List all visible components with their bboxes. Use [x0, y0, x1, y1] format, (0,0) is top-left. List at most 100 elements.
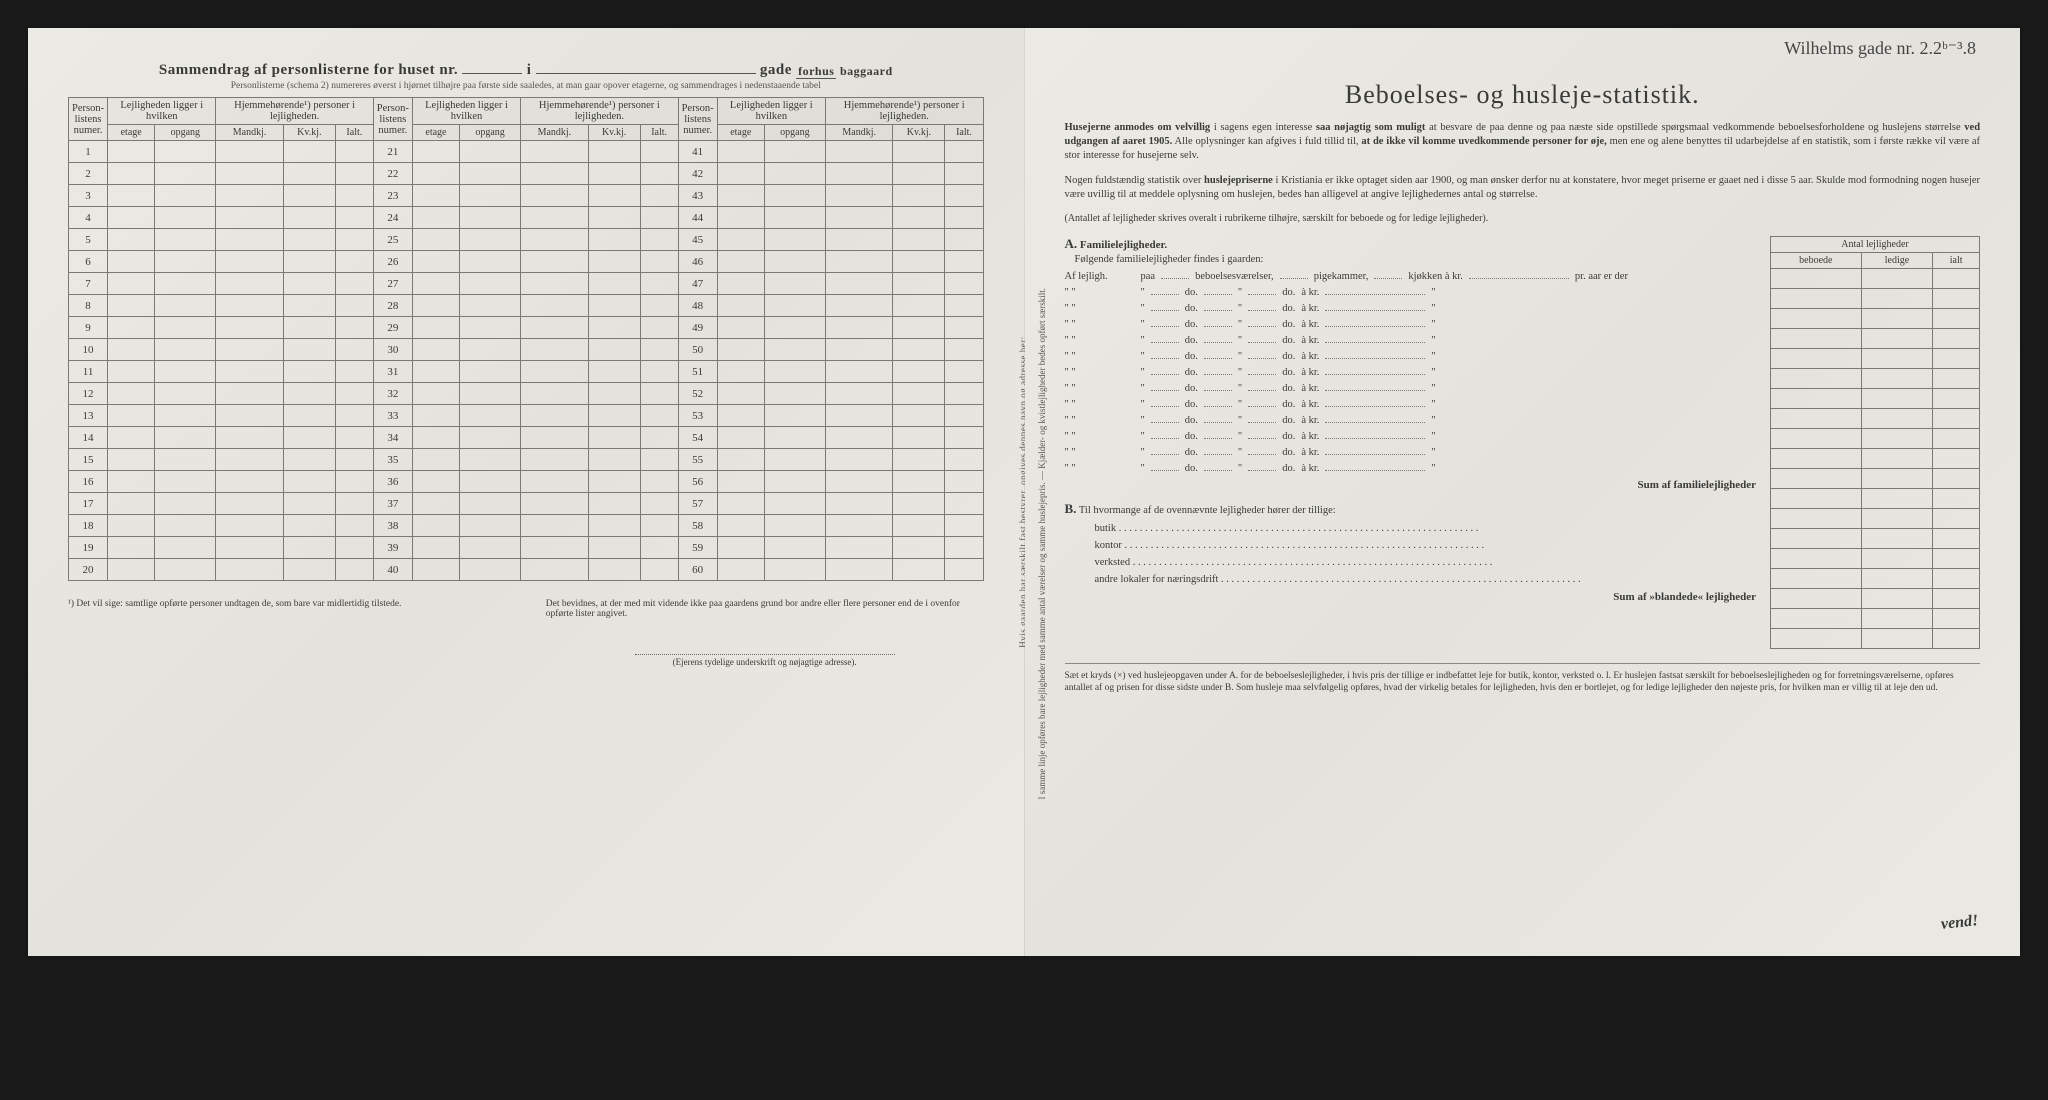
empty-cell — [108, 317, 155, 339]
empty-cell — [108, 339, 155, 361]
empty-cell — [945, 185, 983, 207]
empty-cell — [412, 361, 459, 383]
empty-cell — [945, 295, 983, 317]
right-page: Wilhelms gade nr. 2.2ᵇ⁻³.8 Beboelses- og… — [1025, 28, 2021, 956]
empty-cell — [717, 515, 764, 537]
empty-cell — [764, 471, 825, 493]
empty-cell — [108, 427, 155, 449]
row-number: 10 — [69, 339, 108, 361]
empty-cell — [588, 163, 640, 185]
empty-cell — [588, 251, 640, 273]
empty-cell — [412, 493, 459, 515]
empty-cell — [825, 515, 892, 537]
empty-cell — [717, 537, 764, 559]
empty-cell — [216, 185, 283, 207]
table-row: 92949 — [69, 317, 984, 339]
hdr-mand-1: Mandkj. — [216, 125, 283, 141]
antal-cell — [1771, 408, 1862, 428]
table-row: 32343 — [69, 185, 984, 207]
antal-cell — [1933, 308, 1980, 328]
family-row: " "" do. " do. à kr. " — [1065, 415, 1757, 426]
antal-cell — [1861, 368, 1933, 388]
empty-cell — [893, 141, 945, 163]
antal-body — [1771, 268, 1980, 648]
empty-cell — [640, 405, 678, 427]
row-number: 49 — [678, 317, 717, 339]
antal-row — [1771, 588, 1980, 608]
table-row: 204060 — [69, 559, 984, 581]
empty-cell — [460, 185, 521, 207]
empty-cell — [283, 515, 335, 537]
empty-cell — [521, 317, 588, 339]
antal-row — [1771, 268, 1980, 288]
family-row: " "" do. " do. à kr. " — [1065, 351, 1757, 362]
empty-cell — [283, 207, 335, 229]
empty-cell — [460, 339, 521, 361]
hdr-opgang-3: opgang — [764, 125, 825, 141]
handwritten-address: Wilhelms gade nr. 2.2ᵇ⁻³.8 — [1784, 38, 1976, 59]
left-title: Sammendrag af personlisterne for huset n… — [68, 62, 984, 79]
empty-cell — [412, 559, 459, 581]
table-row: 193959 — [69, 537, 984, 559]
antal-cell — [1771, 508, 1862, 528]
empty-cell — [588, 229, 640, 251]
empty-cell — [460, 207, 521, 229]
empty-cell — [412, 405, 459, 427]
empty-cell — [283, 141, 335, 163]
antal-row — [1771, 408, 1980, 428]
empty-cell — [588, 405, 640, 427]
hdr-ligger-1: Lejligheden ligger i hvilken — [108, 98, 216, 125]
antal-row — [1771, 528, 1980, 548]
row-number: 50 — [678, 339, 717, 361]
empty-cell — [155, 251, 216, 273]
empty-cell — [893, 361, 945, 383]
empty-cell — [108, 537, 155, 559]
antal-cell — [1771, 548, 1862, 568]
row-number: 3 — [69, 185, 108, 207]
empty-cell — [945, 427, 983, 449]
empty-cell — [640, 427, 678, 449]
empty-cell — [412, 295, 459, 317]
empty-cell — [893, 163, 945, 185]
empty-cell — [945, 229, 983, 251]
table-row: 163656 — [69, 471, 984, 493]
empty-cell — [335, 229, 373, 251]
empty-cell — [825, 141, 892, 163]
empty-cell — [335, 163, 373, 185]
empty-cell — [588, 207, 640, 229]
b-items: butik . . . . . . . . . . . . . . . . . … — [1065, 523, 1757, 585]
empty-cell — [521, 361, 588, 383]
hdr-kv-2: Kv.kj. — [588, 125, 640, 141]
table-row: 52545 — [69, 229, 984, 251]
empty-cell — [460, 405, 521, 427]
empty-cell — [283, 295, 335, 317]
row-number: 15 — [69, 449, 108, 471]
antal-row — [1771, 288, 1980, 308]
empty-cell — [460, 427, 521, 449]
empty-cell — [764, 361, 825, 383]
antal-cell — [1771, 308, 1862, 328]
empty-cell — [216, 515, 283, 537]
empty-cell — [460, 163, 521, 185]
antal-row — [1771, 368, 1980, 388]
empty-cell — [335, 295, 373, 317]
antal-cell — [1771, 448, 1862, 468]
antal-head: Antal lejligheder — [1771, 236, 1980, 252]
b-item-row: verksted . . . . . . . . . . . . . . . .… — [1095, 557, 1757, 568]
empty-cell — [412, 427, 459, 449]
empty-cell — [108, 163, 155, 185]
row-number: 37 — [373, 493, 412, 515]
empty-cell — [945, 207, 983, 229]
empty-cell — [825, 471, 892, 493]
title-mid: i — [527, 62, 532, 78]
a-head: Familielejligheder. — [1080, 239, 1167, 251]
empty-cell — [945, 383, 983, 405]
intro1-c: saa nøjagtig som muligt — [1316, 122, 1426, 133]
empty-cell — [764, 493, 825, 515]
empty-cell — [283, 559, 335, 581]
empty-cell — [640, 383, 678, 405]
empty-cell — [108, 361, 155, 383]
row-number: 54 — [678, 427, 717, 449]
empty-cell — [825, 339, 892, 361]
row-number: 1 — [69, 141, 108, 163]
